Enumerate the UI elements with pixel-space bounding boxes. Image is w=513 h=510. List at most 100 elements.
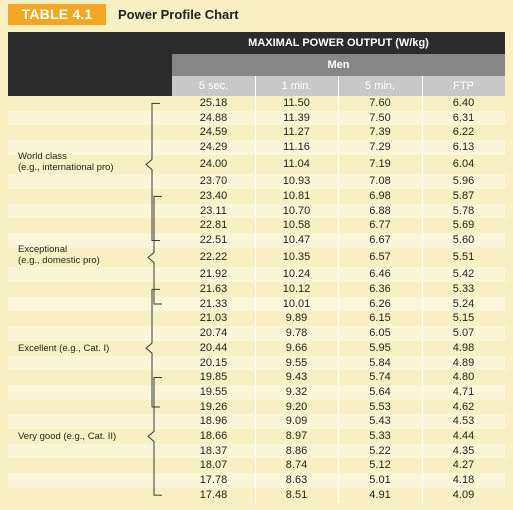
column-header-2: 5 min. bbox=[365, 80, 395, 92]
table-cell: 18.37 bbox=[199, 444, 228, 457]
table-cell: 11.16 bbox=[283, 141, 310, 154]
table-cell: 5.12 bbox=[369, 459, 391, 472]
table-cell: 23.40 bbox=[199, 190, 228, 202]
table-row: 19.55 9.32 5.64 4.71 bbox=[8, 384, 505, 400]
table-cell: 6.36 bbox=[369, 283, 391, 295]
table-cell: 5.95 bbox=[369, 341, 391, 354]
table-cell: 23.70 bbox=[199, 175, 228, 188]
table-cell: 10.81 bbox=[282, 190, 311, 202]
table-row: 21.92 10.24 6.46 5.42 bbox=[8, 267, 505, 282]
table-cell: 19.55 bbox=[199, 385, 228, 398]
table-cell: 9.32 bbox=[285, 385, 308, 398]
table-cell: 22.81 bbox=[199, 219, 228, 232]
category-brace bbox=[145, 288, 160, 408]
table-row: 25.18 11.50 7.60 6.40 bbox=[8, 96, 505, 111]
category-label-line1: World class bbox=[18, 150, 67, 162]
table-cell: 5.43 bbox=[369, 415, 391, 428]
table-cell: 9.55 bbox=[285, 356, 308, 369]
table-cell: 4.62 bbox=[452, 400, 475, 413]
table-cell: 5.33 bbox=[452, 283, 475, 295]
table-cell: 11.27 bbox=[283, 126, 310, 139]
table-row: 21.33 10.01 6.26 5.24 bbox=[8, 296, 505, 312]
table-cell: 6.67 bbox=[369, 234, 391, 247]
table-cell: 25.18 bbox=[199, 97, 228, 109]
table-row: 21.03 9.89 6.15 5.15 bbox=[8, 311, 505, 326]
table-row: 24.00 11.04 7.19 6.04 bbox=[8, 155, 505, 175]
table-cell: 6.15 bbox=[369, 312, 391, 325]
table-cell: 6.31 bbox=[452, 111, 475, 124]
table-cell: 9.20 bbox=[285, 400, 308, 413]
table-cell: 8.86 bbox=[285, 444, 308, 457]
table-cell: 6.57 bbox=[369, 250, 391, 263]
table-cell: 8.74 bbox=[285, 459, 308, 472]
table-cell: 4.91 bbox=[369, 488, 391, 501]
category-label-line1: Exceptional bbox=[18, 243, 68, 255]
category-brace bbox=[147, 377, 162, 496]
table-row: 24.59 11.27 7.39 6.22 bbox=[8, 125, 505, 140]
table-cell: 4.44 bbox=[452, 430, 475, 442]
table-cell: 6.46 bbox=[369, 268, 391, 281]
table-cell: 6.13 bbox=[452, 141, 475, 154]
table-cell: 5.69 bbox=[452, 219, 475, 232]
column-divider bbox=[255, 76, 256, 503]
table-cell: 7.08 bbox=[369, 175, 391, 188]
table-row: 18.37 8.86 5.22 4.35 bbox=[8, 443, 505, 459]
table-cell: 10.47 bbox=[282, 234, 311, 247]
table-cell: 5.42 bbox=[452, 268, 475, 281]
table-row: 18.96 9.09 5.43 4.53 bbox=[8, 414, 505, 429]
table-cell: 4.18 bbox=[452, 474, 475, 487]
table-cell: 7.39 bbox=[369, 126, 391, 139]
table-cell: 19.26 bbox=[199, 400, 228, 413]
table-cell: 20.15 bbox=[199, 356, 228, 369]
table-cell: 6.88 bbox=[369, 204, 391, 217]
category-brace bbox=[147, 195, 162, 305]
table-row: 20.44 9.66 5.95 4.98 bbox=[8, 341, 505, 356]
table-cell: 18.66 bbox=[199, 430, 228, 442]
table-row: 19.85 9.43 5.74 4.80 bbox=[8, 370, 505, 385]
table-cell: 10.35 bbox=[282, 250, 311, 263]
table-cell: 21.33 bbox=[199, 297, 228, 310]
table-cell: 8.97 bbox=[285, 430, 308, 442]
table-cell: 4.27 bbox=[452, 459, 475, 472]
table-row: 22.51 10.47 6.67 5.60 bbox=[8, 233, 505, 248]
table-cell: 17.78 bbox=[199, 474, 228, 487]
column-header-3: FTP bbox=[453, 80, 474, 92]
table-cell: 19.85 bbox=[199, 371, 228, 384]
table-cell: 7.19 bbox=[369, 157, 391, 170]
table-cell: 22.51 bbox=[199, 234, 228, 247]
table-cell: 10.58 bbox=[282, 219, 311, 232]
table-cell: 24.59 bbox=[199, 126, 228, 139]
subgroup-header: Men bbox=[327, 59, 350, 71]
corner-header-block bbox=[8, 32, 172, 96]
table-cell: 5.24 bbox=[452, 297, 475, 310]
table-cell: 5.78 bbox=[452, 204, 475, 217]
table-row: 24.88 11.39 7.50 6.31 bbox=[8, 110, 505, 126]
table-cell: 23.11 bbox=[200, 204, 227, 217]
table-cell: 4.53 bbox=[452, 415, 475, 428]
table-cell: 6.77 bbox=[369, 219, 391, 232]
table-cell: 17.48 bbox=[199, 488, 228, 501]
table-cell: 6.05 bbox=[369, 327, 391, 340]
table-cell: 21.92 bbox=[199, 268, 228, 281]
table-cell: 5.60 bbox=[452, 234, 475, 247]
table-cell: 20.44 bbox=[199, 341, 228, 354]
table-cell: 6.40 bbox=[452, 97, 475, 109]
table-cell: 7.29 bbox=[369, 141, 391, 154]
table-cell: 5.33 bbox=[369, 430, 391, 442]
table-cell: 20.74 bbox=[199, 327, 228, 340]
table-cell: 6.98 bbox=[369, 190, 391, 202]
category-label: Excellent (e.g., Cat. I) bbox=[18, 343, 109, 354]
table-cell: 21.63 bbox=[199, 283, 228, 295]
table-row: 23.70 10.93 7.08 5.96 bbox=[8, 174, 505, 189]
table-cell: 5.15 bbox=[452, 312, 475, 325]
column-divider bbox=[338, 76, 339, 503]
table-header: TABLE 4.1 Power Profile Chart bbox=[0, 0, 513, 28]
table-cell: 9.66 bbox=[285, 341, 308, 354]
table-cell: 8.51 bbox=[285, 488, 308, 501]
table-cell: 5.87 bbox=[452, 190, 475, 202]
table-cell: 5.07 bbox=[452, 327, 475, 340]
column-header-1: 1 min. bbox=[281, 80, 312, 92]
table-cell: 5.01 bbox=[369, 474, 391, 487]
table-cell: 7.60 bbox=[369, 97, 391, 109]
